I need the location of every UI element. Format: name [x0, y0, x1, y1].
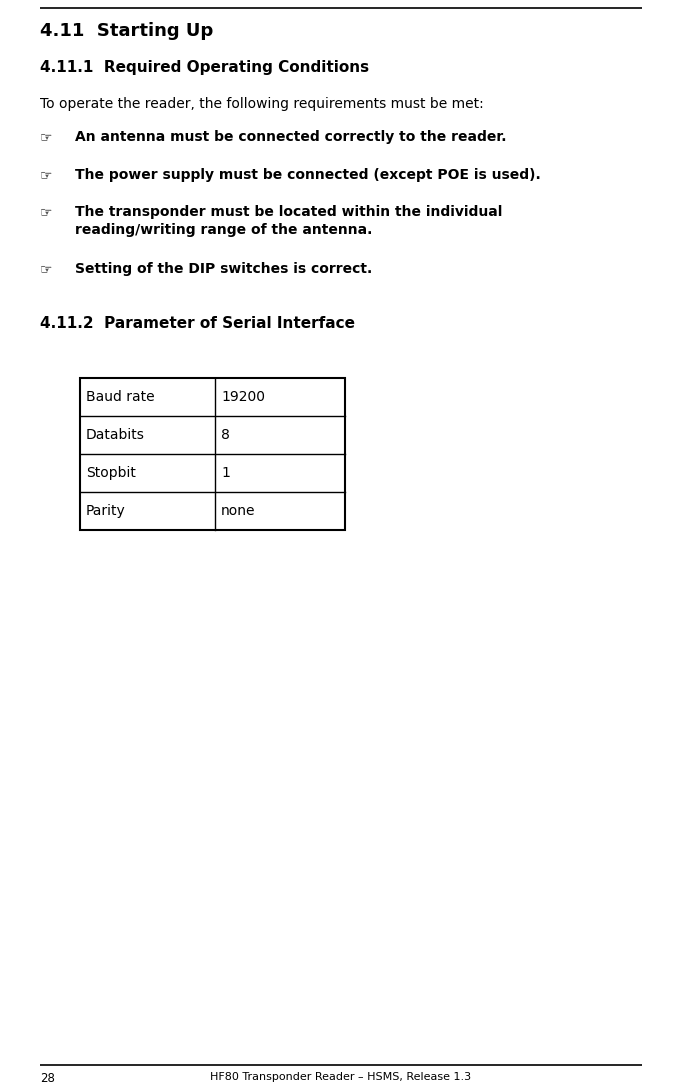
Text: 4.11.2  Parameter of Serial Interface: 4.11.2 Parameter of Serial Interface — [40, 316, 355, 331]
Text: ☞: ☞ — [40, 205, 53, 219]
Text: 1: 1 — [221, 466, 230, 480]
Text: Databits: Databits — [86, 428, 145, 442]
Text: Stopbit: Stopbit — [86, 466, 136, 480]
Text: Parity: Parity — [86, 504, 125, 518]
Text: To operate the reader, the following requirements must be met:: To operate the reader, the following req… — [40, 97, 484, 111]
Text: Setting of the DIP switches is correct.: Setting of the DIP switches is correct. — [75, 262, 372, 276]
Text: ☞: ☞ — [40, 168, 53, 182]
Text: The transponder must be located within the individual
reading/writing range of t: The transponder must be located within t… — [75, 205, 503, 237]
Text: 8: 8 — [221, 428, 230, 442]
Text: An antenna must be connected correctly to the reader.: An antenna must be connected correctly t… — [75, 130, 507, 144]
Text: HF80 Transponder Reader – HSMS, Release 1.3: HF80 Transponder Reader – HSMS, Release … — [211, 1072, 471, 1082]
Text: Baud rate: Baud rate — [86, 389, 155, 404]
Text: ☞: ☞ — [40, 262, 53, 276]
Text: 19200: 19200 — [221, 389, 265, 404]
Text: The power supply must be connected (except POE is used).: The power supply must be connected (exce… — [75, 168, 541, 182]
Text: 28: 28 — [40, 1072, 55, 1086]
Text: 4.11  Starting Up: 4.11 Starting Up — [40, 22, 213, 40]
Bar — [80, 377, 345, 530]
Text: ☞: ☞ — [40, 130, 53, 144]
Text: none: none — [221, 504, 256, 518]
Text: 4.11.1  Required Operating Conditions: 4.11.1 Required Operating Conditions — [40, 60, 369, 75]
